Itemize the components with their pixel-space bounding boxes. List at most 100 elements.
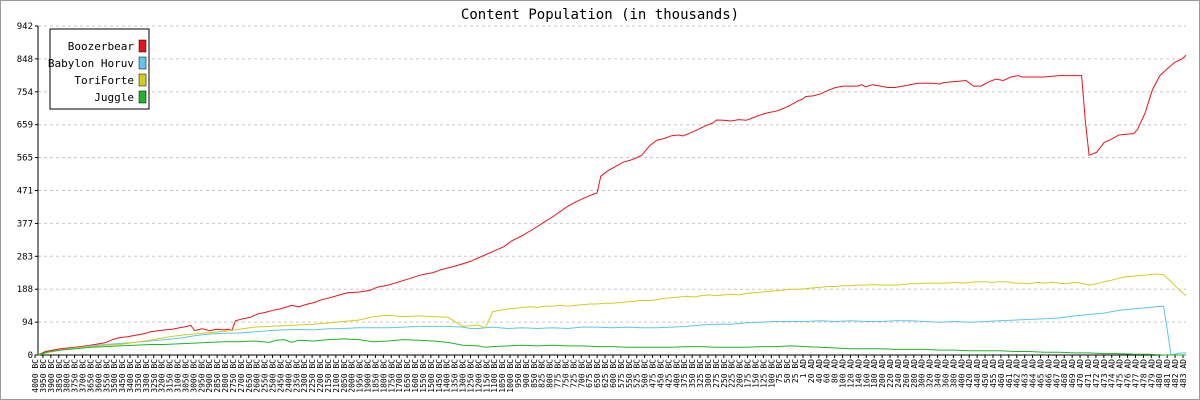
x-tick-label: 1300 BC	[459, 359, 468, 393]
x-tick-label: 440 AD	[973, 359, 982, 388]
x-tick-label: 380 AD	[949, 359, 958, 388]
x-tick-label: 80 AD	[831, 359, 840, 383]
x-tick-label: 479 AD	[1147, 359, 1156, 388]
x-tick-label: 3100 BC	[174, 359, 183, 393]
x-tick-label: 467 AD	[1052, 359, 1061, 388]
x-tick-label: 140 AD	[854, 359, 863, 388]
x-tick-label: 1150 BC	[482, 359, 491, 393]
legend-label: Boozerbear	[68, 40, 135, 53]
x-tick-label: 2850 BC	[213, 359, 222, 393]
x-tick-label: 2500 BC	[269, 359, 278, 393]
x-tick-label: 470 AD	[1076, 359, 1085, 388]
x-tick-label: 1 AD	[799, 359, 808, 378]
x-tick-label: 160 AD	[862, 359, 871, 388]
y-tick-label: 471	[17, 187, 33, 197]
x-tick-label: 500 BC	[641, 359, 650, 388]
x-tick-label: 180 AD	[870, 359, 879, 388]
y-tick-label: 848	[17, 55, 33, 65]
x-tick-label: 950 BC	[514, 359, 523, 388]
x-tick-label: 575 BC	[617, 359, 626, 388]
x-tick-label: 3500 BC	[110, 359, 119, 393]
x-tick-label: 1400 BC	[443, 359, 452, 393]
x-tick-label: 468 AD	[1060, 359, 1069, 388]
x-tick-label: 1550 BC	[419, 359, 428, 393]
chart-title: Content Population (in thousands)	[461, 7, 739, 23]
legend-label: Babylon Horuv	[48, 57, 134, 70]
x-tick-label: 3800 BC	[63, 359, 72, 393]
y-tick-label: 0	[28, 351, 33, 361]
series-line-juggle	[37, 338, 1186, 356]
series-line-boozerbear	[37, 54, 1187, 356]
x-tick-label: 3950 BC	[39, 359, 48, 393]
x-tick-label: 375 BC	[680, 359, 689, 388]
x-tick-label: 3550 BC	[102, 359, 111, 393]
x-tick-label: 450 AD	[981, 359, 990, 388]
x-tick-label: 3050 BC	[181, 359, 190, 393]
x-tick-label: 775 BC	[554, 359, 563, 388]
x-tick-label: 450 BC	[656, 359, 665, 388]
x-tick-label: 25 BC	[791, 359, 800, 383]
x-tick-label: 3450 BC	[118, 359, 127, 393]
x-tick-label: 1950 BC	[356, 359, 365, 393]
x-tick-label: 1650 BC	[403, 359, 412, 393]
x-tick-label: 465 AD	[1036, 359, 1045, 388]
x-tick-label: 482 AD	[1171, 359, 1180, 388]
x-tick-label: 2550 BC	[261, 359, 270, 393]
x-tick-label: 300 BC	[704, 359, 713, 388]
x-tick-label: 1200 BC	[474, 359, 483, 393]
x-tick-label: 825 BC	[538, 359, 547, 388]
series-line-toriforte	[37, 273, 1187, 356]
x-tick-label: 3650 BC	[86, 359, 95, 393]
y-axis-ticks: 0 94 188 283 377 471 565 659 754 848 942	[17, 22, 38, 361]
x-tick-label: 300 AD	[918, 359, 927, 388]
x-tick-label: 463 AD	[1021, 359, 1030, 388]
x-tick-label: 2350 BC	[292, 359, 301, 393]
legend-label: ToriForte	[74, 74, 134, 87]
x-tick-label: 1800 BC	[379, 359, 388, 393]
x-tick-label: 700 BC	[577, 359, 586, 388]
x-tick-label: 200 AD	[878, 359, 887, 388]
x-tick-label: 280 AD	[910, 359, 919, 388]
x-tick-label: 472 AD	[1092, 359, 1101, 388]
x-tick-label: 900 BC	[522, 359, 531, 388]
x-tick-label: 400 BC	[672, 359, 681, 388]
x-tick-label: 476 AD	[1124, 359, 1133, 388]
x-tick-label: 2800 BC	[221, 359, 230, 393]
x-tick-label: 1250 BC	[466, 359, 475, 393]
x-tick-label: 50 BC	[783, 359, 792, 383]
y-tick-label: 942	[17, 22, 33, 32]
y-tick-label: 377	[17, 219, 33, 229]
legend-swatch	[138, 73, 147, 87]
x-tick-label: 469 AD	[1068, 359, 1077, 388]
y-tick-label: 659	[17, 121, 33, 131]
x-tick-label: 240 AD	[894, 359, 903, 388]
x-tick-label: 480 AD	[1155, 359, 1164, 388]
legend-swatch	[138, 56, 147, 70]
x-tick-label: 1850 BC	[371, 359, 380, 393]
series-line-babylon-horuv	[37, 305, 1187, 356]
x-tick-label: 20 AD	[807, 359, 816, 383]
x-tick-label: 3900 BC	[47, 359, 56, 393]
x-tick-label: 3000 BC	[189, 359, 198, 393]
x-tick-label: 2200 BC	[316, 359, 325, 393]
x-tick-label: 2250 BC	[308, 359, 317, 393]
x-tick-label: 1500 BC	[427, 359, 436, 393]
x-tick-label: 550 BC	[625, 359, 634, 388]
x-tick-label: 471 AD	[1084, 359, 1093, 388]
x-tick-label: 60 AD	[823, 359, 832, 383]
x-tick-label: 473 AD	[1100, 359, 1109, 388]
x-tick-label: 3700 BC	[79, 359, 88, 393]
legend: Boozerbear Babylon Horuv ToriForte Juggle	[48, 28, 150, 110]
x-tick-label: 125 BC	[759, 359, 768, 388]
x-tick-label: 466 AD	[1044, 359, 1053, 388]
y-tick-label: 188	[17, 285, 33, 295]
x-tick-label: 3350 BC	[134, 359, 143, 393]
x-tick-label: 2950 BC	[197, 359, 206, 393]
x-tick-label: 477 AD	[1131, 359, 1140, 388]
x-tick-label: 600 BC	[609, 359, 618, 388]
x-tick-label: 2100 BC	[332, 359, 341, 393]
x-tick-label: 340 AD	[934, 359, 943, 388]
x-tick-label: 483 AD	[1179, 359, 1188, 388]
x-tick-label: 525 BC	[633, 359, 642, 388]
